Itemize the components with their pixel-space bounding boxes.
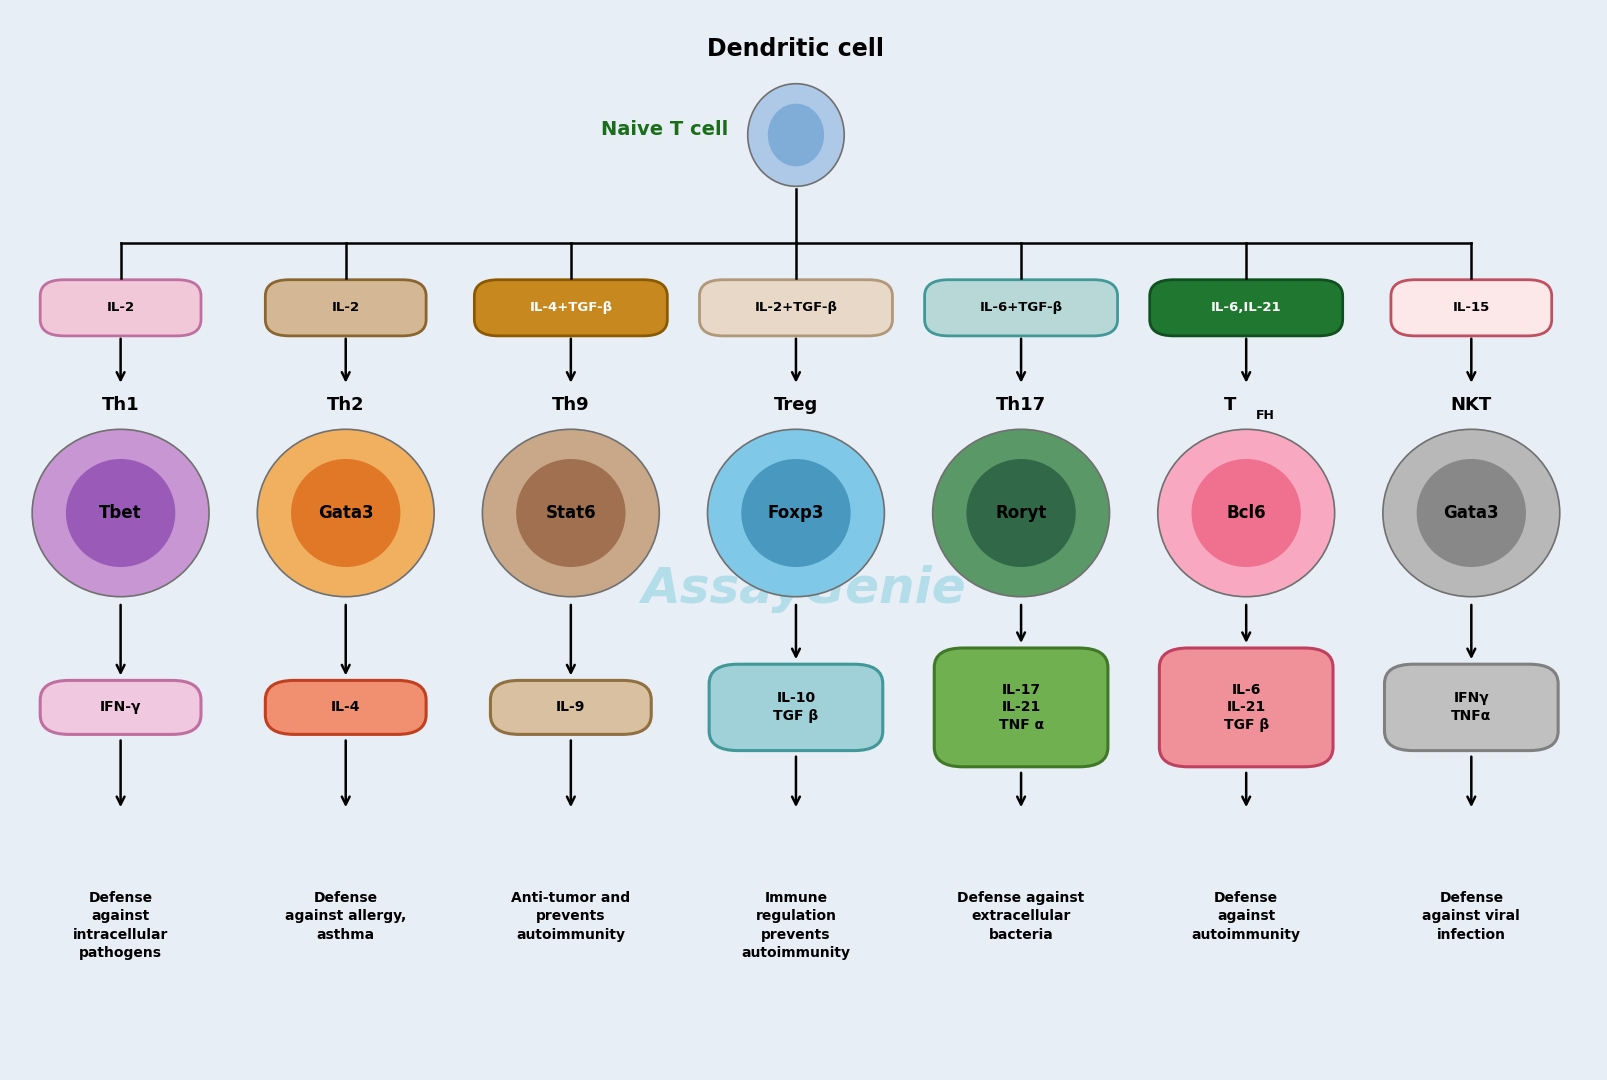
- Text: Stat6: Stat6: [545, 504, 596, 522]
- Ellipse shape: [707, 429, 884, 596]
- Ellipse shape: [966, 459, 1075, 567]
- Text: FH: FH: [1255, 409, 1274, 422]
- FancyBboxPatch shape: [699, 280, 892, 336]
- Text: Th17: Th17: [995, 396, 1046, 414]
- Ellipse shape: [747, 84, 844, 186]
- Text: IL-9: IL-9: [556, 701, 585, 714]
- Ellipse shape: [291, 459, 400, 567]
- Text: IL-2: IL-2: [331, 301, 360, 314]
- Text: IL-10
TGF β: IL-10 TGF β: [773, 691, 818, 724]
- Text: IL-6,IL-21: IL-6,IL-21: [1210, 301, 1281, 314]
- Text: Th1: Th1: [101, 396, 140, 414]
- FancyBboxPatch shape: [934, 648, 1107, 767]
- Text: IL-6
IL-21
TGF β: IL-6 IL-21 TGF β: [1223, 683, 1268, 732]
- Text: Dendritic cell: Dendritic cell: [707, 37, 884, 60]
- Text: Gata3: Gata3: [318, 504, 373, 522]
- FancyBboxPatch shape: [1384, 664, 1557, 751]
- Text: Defense
against
intracellular
pathogens: Defense against intracellular pathogens: [72, 891, 169, 960]
- Text: IL-4: IL-4: [331, 701, 360, 714]
- Text: IL-17
IL-21
TNF α: IL-17 IL-21 TNF α: [998, 683, 1043, 732]
- FancyBboxPatch shape: [490, 680, 651, 734]
- Text: IFNγ
TNFα: IFNγ TNFα: [1450, 691, 1491, 724]
- FancyBboxPatch shape: [265, 680, 426, 734]
- Ellipse shape: [1382, 429, 1559, 596]
- Ellipse shape: [741, 459, 850, 567]
- Ellipse shape: [516, 459, 625, 567]
- FancyBboxPatch shape: [474, 280, 667, 336]
- Text: NKT: NKT: [1450, 396, 1491, 414]
- Text: Th2: Th2: [326, 396, 365, 414]
- Ellipse shape: [932, 429, 1109, 596]
- Text: IL-15: IL-15: [1451, 301, 1490, 314]
- Ellipse shape: [66, 459, 175, 567]
- Ellipse shape: [1416, 459, 1525, 567]
- Text: IL-2: IL-2: [106, 301, 135, 314]
- Ellipse shape: [257, 429, 434, 596]
- Text: IL-6+TGF-β: IL-6+TGF-β: [979, 301, 1062, 314]
- Text: IL-2+TGF-β: IL-2+TGF-β: [754, 301, 837, 314]
- FancyBboxPatch shape: [709, 664, 882, 751]
- FancyBboxPatch shape: [1159, 648, 1332, 767]
- Text: Anti-tumor and
prevents
autoimmunity: Anti-tumor and prevents autoimmunity: [511, 891, 630, 942]
- FancyBboxPatch shape: [1390, 280, 1551, 336]
- Text: Immune
regulation
prevents
autoimmunity: Immune regulation prevents autoimmunity: [741, 891, 850, 960]
- Text: Defense against
extracellular
bacteria: Defense against extracellular bacteria: [956, 891, 1085, 942]
- Text: Defense
against viral
infection: Defense against viral infection: [1422, 891, 1519, 942]
- Text: Th9: Th9: [551, 396, 590, 414]
- FancyBboxPatch shape: [1149, 280, 1342, 336]
- FancyBboxPatch shape: [265, 280, 426, 336]
- Ellipse shape: [768, 104, 824, 166]
- Text: T: T: [1223, 396, 1236, 414]
- Text: Tbet: Tbet: [100, 504, 141, 522]
- Text: AssayGenie: AssayGenie: [641, 565, 966, 612]
- Text: Defense
against allergy,
asthma: Defense against allergy, asthma: [284, 891, 407, 942]
- Text: Naive T cell: Naive T cell: [601, 120, 728, 139]
- Ellipse shape: [1157, 429, 1334, 596]
- Ellipse shape: [32, 429, 209, 596]
- FancyBboxPatch shape: [40, 280, 201, 336]
- Text: Roryt: Roryt: [995, 504, 1046, 522]
- Text: Foxp3: Foxp3: [767, 504, 824, 522]
- Text: Defense
against
autoimmunity: Defense against autoimmunity: [1191, 891, 1300, 942]
- FancyBboxPatch shape: [924, 280, 1117, 336]
- FancyBboxPatch shape: [40, 680, 201, 734]
- Text: Bcl6: Bcl6: [1226, 504, 1265, 522]
- Text: Treg: Treg: [773, 396, 818, 414]
- Text: IL-4+TGF-β: IL-4+TGF-β: [529, 301, 612, 314]
- Text: IFN-γ: IFN-γ: [100, 701, 141, 714]
- Ellipse shape: [482, 429, 659, 596]
- Ellipse shape: [1191, 459, 1300, 567]
- Text: Gata3: Gata3: [1443, 504, 1498, 522]
